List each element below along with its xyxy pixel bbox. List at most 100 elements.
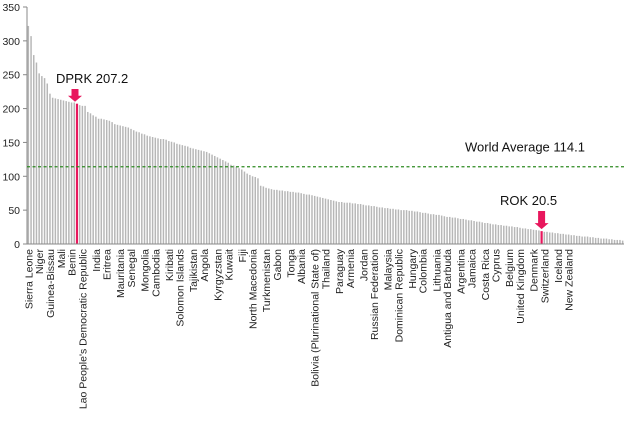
bar — [592, 237, 594, 244]
bar — [27, 25, 30, 245]
bar — [170, 141, 173, 244]
bar — [324, 198, 327, 244]
bar — [481, 222, 483, 244]
bar — [530, 229, 532, 244]
bar — [462, 218, 465, 244]
y-tick-label: 200 — [2, 104, 20, 116]
bar — [278, 190, 281, 244]
bar — [451, 217, 454, 244]
bar — [430, 214, 432, 244]
bar — [573, 235, 575, 244]
bar — [135, 131, 138, 244]
bar — [151, 137, 154, 244]
x-tick-label: Tonga — [285, 249, 297, 278]
bar — [327, 199, 329, 244]
bar — [184, 145, 186, 244]
bar — [562, 233, 564, 244]
bar — [216, 157, 219, 244]
x-tick-label: Angola — [199, 249, 211, 282]
bar — [313, 195, 316, 244]
x-tick-label: Cyprus — [491, 249, 503, 282]
bar — [581, 236, 583, 244]
bar — [238, 168, 240, 244]
bar — [411, 210, 413, 244]
annotation-label: ROK 20.5 — [500, 193, 557, 208]
bar — [567, 234, 570, 244]
bar — [243, 171, 246, 244]
bar — [473, 220, 475, 244]
bar — [597, 237, 600, 244]
x-tick-label: Cambodia — [150, 249, 162, 297]
x-tick-label: Benin — [67, 249, 79, 276]
bar — [621, 240, 624, 244]
bar — [273, 189, 275, 244]
bar — [181, 145, 184, 244]
bar — [241, 169, 243, 244]
bar — [130, 128, 132, 244]
bar — [159, 139, 162, 244]
bar — [559, 233, 562, 244]
bar — [138, 132, 140, 244]
bar — [119, 125, 121, 244]
bar — [165, 139, 167, 244]
bar — [357, 204, 359, 244]
x-tick-label: Jamaica — [466, 249, 478, 288]
bar — [389, 208, 392, 244]
bar — [367, 205, 370, 244]
bar — [186, 146, 189, 244]
bar — [440, 215, 443, 244]
bar — [297, 192, 300, 244]
bar — [146, 135, 148, 244]
bar — [259, 185, 262, 244]
bar — [454, 217, 456, 244]
bar — [281, 190, 284, 244]
x-tick-label: Thailand — [321, 249, 333, 289]
x-tick-label: Denmark — [529, 248, 541, 291]
bar — [476, 221, 478, 244]
bar — [343, 202, 346, 244]
bar — [316, 196, 319, 244]
bar — [489, 223, 492, 244]
bar — [122, 126, 124, 244]
bar — [232, 165, 235, 244]
bar — [594, 237, 597, 244]
bar — [200, 150, 202, 244]
y-tick-label: 50 — [8, 205, 20, 217]
bar — [524, 228, 527, 244]
bar — [203, 151, 205, 244]
x-tick-label: Fiji — [237, 249, 249, 262]
x-tick-label: Switzerland — [539, 249, 551, 303]
x-tick-label: Belgium — [504, 249, 516, 287]
bar — [435, 214, 437, 244]
bar — [178, 144, 181, 244]
y-axis: 0 50 100 150 200 250 300 350 — [2, 2, 28, 251]
y-tick-label: 100 — [2, 171, 20, 183]
x-tick-label: Jordan — [358, 249, 370, 281]
bar — [403, 210, 405, 244]
bar — [73, 102, 76, 244]
bar — [535, 230, 537, 244]
annotation-arrow — [534, 211, 549, 230]
bar — [376, 206, 378, 244]
bar — [30, 36, 32, 245]
bar — [470, 220, 473, 244]
x-tick-label: Kiribati — [164, 249, 176, 281]
bar — [49, 93, 51, 244]
bar — [548, 232, 551, 244]
bar — [295, 192, 297, 244]
bar — [381, 207, 383, 244]
x-tick-labels: Sierra LeoneNigerGuinea-BissauMaliBeninL… — [23, 248, 575, 409]
x-tick-label: Niger — [34, 249, 46, 275]
bar — [300, 193, 302, 244]
bar — [500, 225, 502, 244]
bar — [35, 62, 38, 244]
bar — [154, 137, 157, 244]
bar — [362, 204, 365, 244]
y-tick-label: 250 — [2, 70, 20, 82]
bar — [84, 105, 86, 244]
bar — [354, 203, 356, 244]
bars — [27, 25, 624, 245]
bar — [265, 187, 267, 244]
bar — [497, 225, 500, 244]
